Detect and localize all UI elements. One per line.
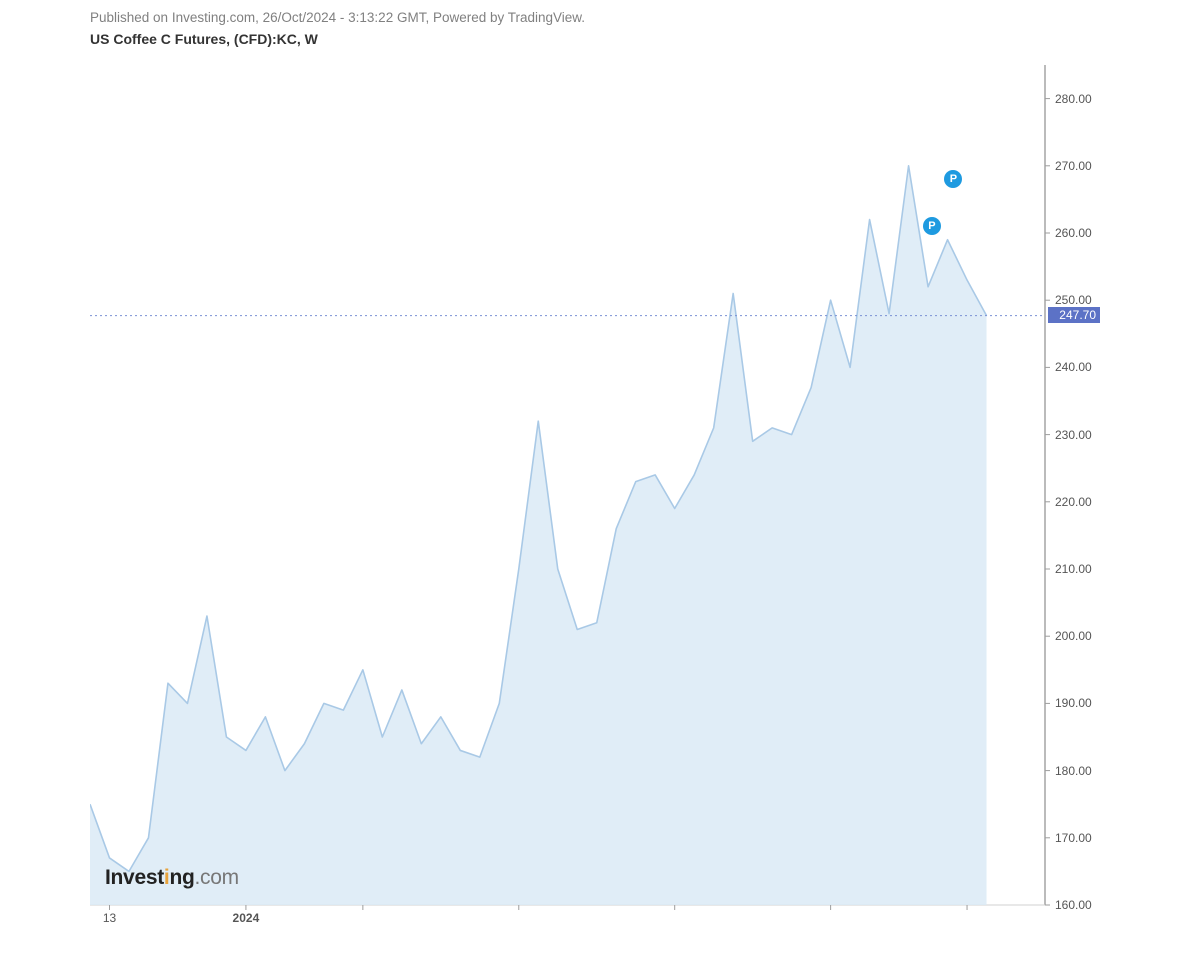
publine-site: Investing.com xyxy=(172,10,255,25)
publine-powered: Powered by TradingView. xyxy=(433,10,585,25)
publine-pre: Published on xyxy=(90,10,172,25)
x-axis-label: 2024 xyxy=(221,911,271,925)
publine-date: , 26/Oct/2024 - 3:13:22 GMT, xyxy=(255,10,433,25)
logo-part-4: .com xyxy=(195,866,239,889)
y-axis-label: 160.00 xyxy=(1055,898,1092,912)
x-axis-label: 13 xyxy=(85,911,135,925)
chart-title: US Coffee C Futures, (CFD):KC, W xyxy=(90,31,1130,47)
logo-part-3: ng xyxy=(169,866,194,889)
y-axis-label: 260.00 xyxy=(1055,226,1092,240)
brand-logo: Investing.com xyxy=(105,866,239,890)
price-chart[interactable]: Investing.com 247.70 160.00 170.00 180.00 1… xyxy=(90,65,1130,935)
y-axis-label: 280.00 xyxy=(1055,92,1092,106)
y-axis-label: 250.00 xyxy=(1055,293,1092,307)
publish-info: Published on Investing.com, 26/Oct/2024 … xyxy=(90,10,1130,25)
y-axis-label: 230.00 xyxy=(1055,428,1092,442)
logo-part-1: Invest xyxy=(105,866,164,889)
y-axis-label: 200.00 xyxy=(1055,629,1092,643)
y-axis-label: 190.00 xyxy=(1055,696,1092,710)
y-axis-label: 180.00 xyxy=(1055,764,1092,778)
y-axis-label: 240.00 xyxy=(1055,360,1092,374)
current-price-flag: 247.70 xyxy=(1048,307,1100,323)
y-axis-label: 270.00 xyxy=(1055,159,1092,173)
y-axis-label: 170.00 xyxy=(1055,831,1092,845)
y-axis-label: 210.00 xyxy=(1055,562,1092,576)
chart-canvas xyxy=(90,65,1130,935)
y-axis-label: 220.00 xyxy=(1055,495,1092,509)
